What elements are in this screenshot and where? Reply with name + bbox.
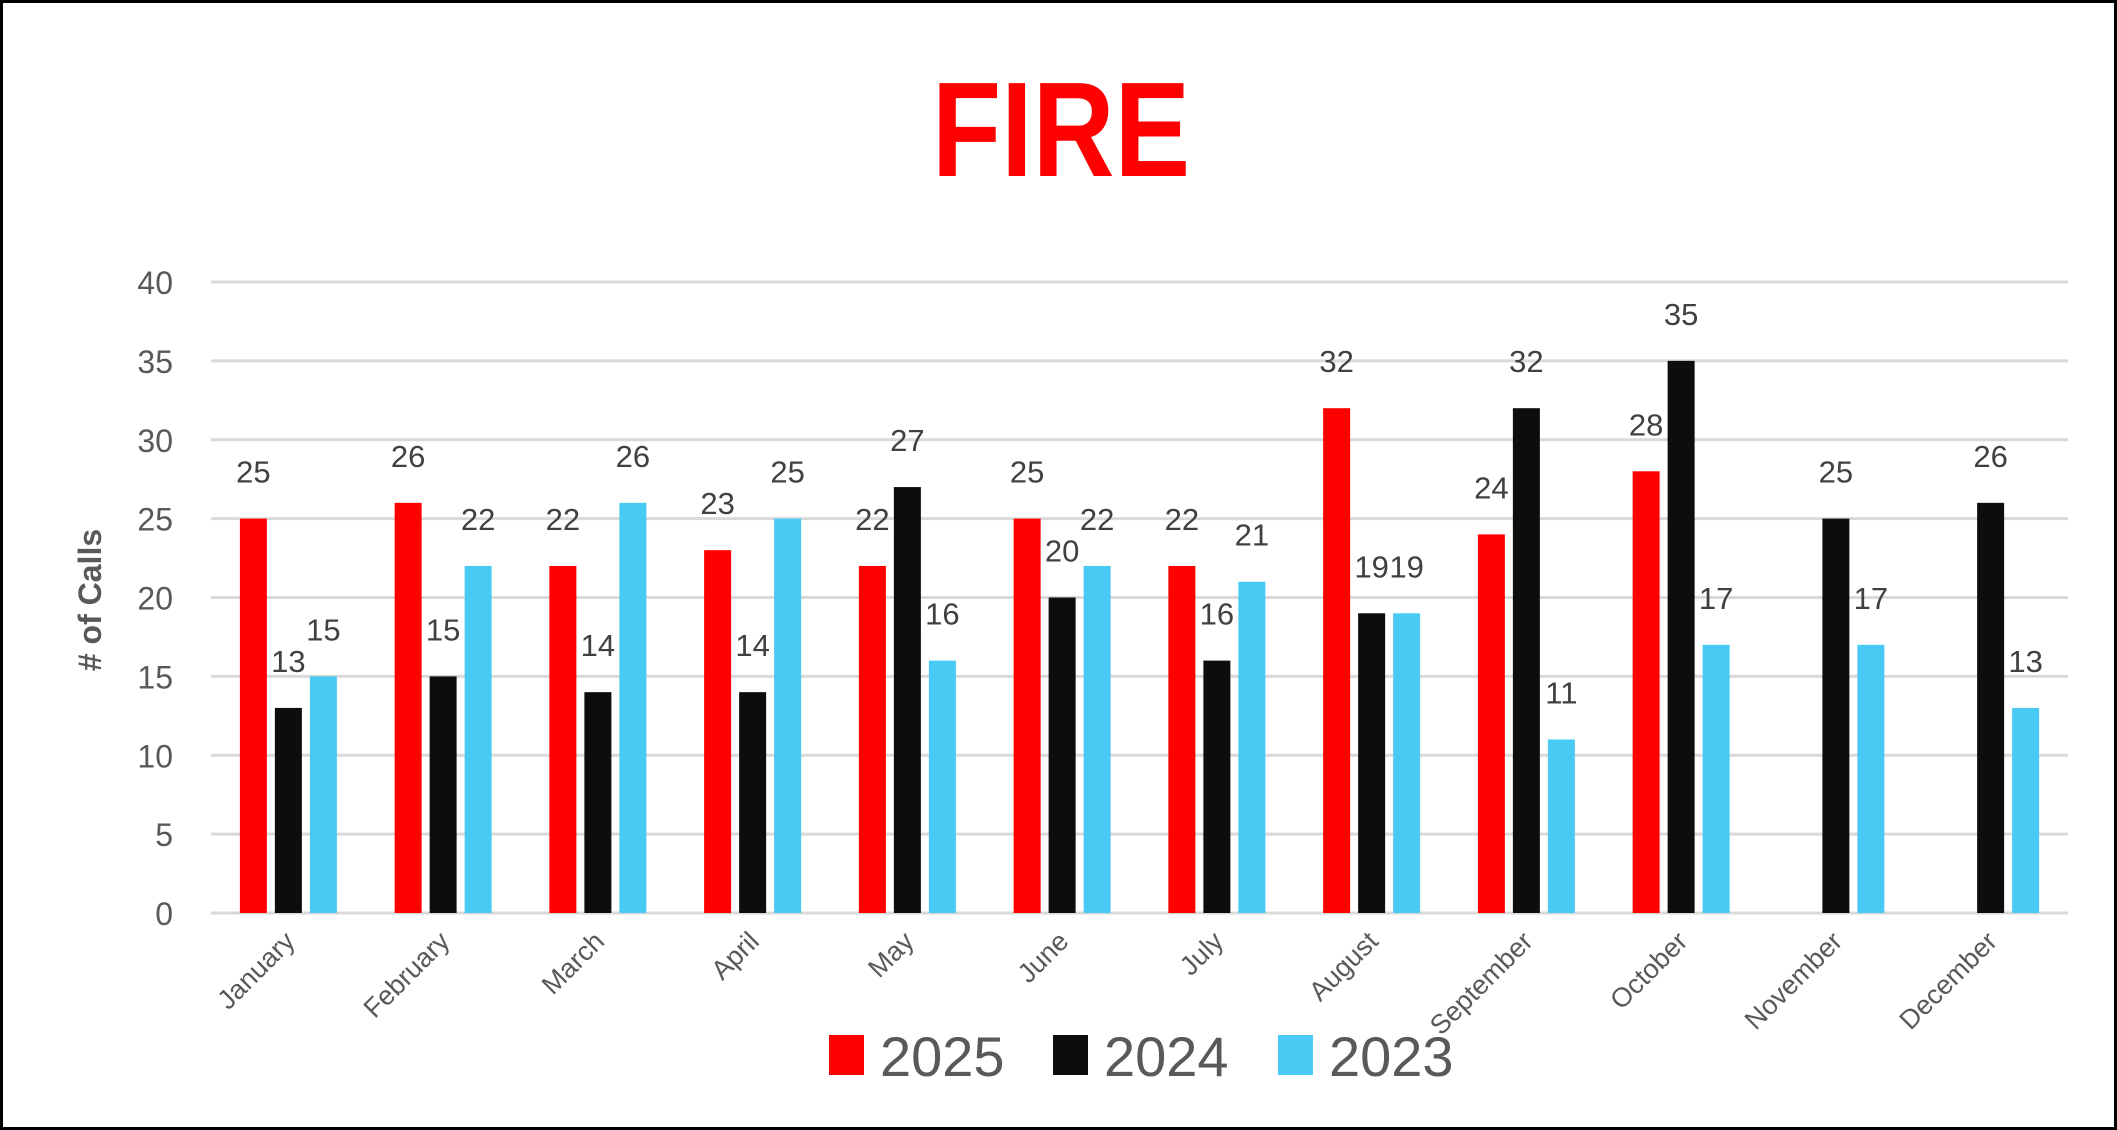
bar-2023-march	[619, 502, 647, 913]
bar-2024-april	[739, 692, 767, 913]
y-axis-title: # of Calls	[72, 529, 108, 671]
bar-2024-august	[1358, 613, 1386, 913]
legend-swatch-2024	[1053, 1035, 1088, 1075]
bar-2023-july	[1238, 581, 1266, 913]
x-tick-label: February	[358, 926, 456, 1024]
y-tick-label: 35	[137, 344, 173, 380]
bar-2025-february	[394, 502, 422, 913]
data-label: 19	[1354, 549, 1388, 584]
x-tick-label: December	[1894, 926, 2003, 1035]
y-tick-label: 15	[137, 659, 173, 695]
bar-2023-april	[774, 518, 802, 913]
data-label: 22	[461, 502, 495, 537]
legend-label: 2023	[1329, 1025, 1454, 1088]
data-label: 24	[1474, 470, 1508, 505]
bar-2023-november	[1857, 644, 1885, 913]
y-tick-label: 0	[155, 896, 173, 932]
bar-2023-august	[1393, 613, 1421, 913]
data-label: 25	[770, 455, 804, 490]
bar-2024-september	[1512, 408, 1540, 913]
data-label: 17	[1699, 581, 1733, 616]
data-label: 26	[391, 439, 425, 474]
x-tick-label: November	[1739, 926, 1848, 1035]
bar-2024-may	[893, 487, 921, 913]
bar-2024-october	[1667, 360, 1695, 913]
x-tick-label: January	[211, 926, 300, 1015]
y-tick-label: 25	[137, 502, 173, 538]
data-label: 21	[1235, 518, 1269, 553]
data-label: 25	[1010, 455, 1044, 490]
bar-2024-january	[274, 707, 302, 913]
x-tick-label: May	[862, 926, 920, 984]
data-label: 11	[1545, 675, 1577, 710]
legend-swatch-2025	[829, 1035, 864, 1075]
bar-2025-september	[1477, 534, 1505, 913]
y-tick-label: 5	[155, 817, 173, 853]
data-label: 13	[271, 644, 305, 679]
bar-2023-december	[2012, 707, 2040, 913]
data-label: 25	[236, 455, 270, 490]
bar-2024-june	[1048, 597, 1076, 913]
data-label: 32	[1509, 344, 1543, 379]
x-tick-label: June	[1012, 926, 1075, 989]
data-label: 28	[1629, 407, 1663, 442]
bar-2023-may	[928, 660, 956, 913]
data-label: 23	[700, 486, 734, 521]
x-tick-label: March	[536, 926, 610, 1000]
x-tick-label: October	[1604, 926, 1693, 1015]
data-label: 16	[925, 597, 959, 632]
bar-2025-july	[1168, 565, 1196, 913]
data-label: 26	[616, 439, 650, 474]
bar-2025-may	[858, 565, 886, 913]
y-tick-label: 30	[137, 423, 173, 459]
bar-2024-december	[1977, 502, 2005, 913]
bar-2024-july	[1203, 660, 1231, 913]
chart-title: FIRE	[932, 55, 1190, 206]
legend-label: 2025	[880, 1025, 1005, 1088]
bar-2023-october	[1702, 644, 1730, 913]
bar-2025-march	[549, 565, 577, 913]
bar-2024-november	[1822, 518, 1850, 913]
bar-2025-august	[1323, 408, 1351, 913]
data-label: 17	[1854, 581, 1888, 616]
data-label: 14	[581, 628, 615, 663]
data-label: 14	[735, 628, 769, 663]
legend-label: 2024	[1104, 1025, 1229, 1088]
data-label: 16	[1200, 597, 1234, 632]
legend-swatch-2023	[1278, 1035, 1313, 1075]
x-tick-label: September	[1424, 926, 1539, 1041]
data-label: 15	[426, 612, 460, 647]
bar-2023-january	[309, 676, 337, 913]
data-label: 22	[1080, 502, 1114, 537]
bar-2025-june	[1013, 518, 1041, 913]
bar-2025-october	[1632, 471, 1660, 913]
bar-2024-february	[429, 676, 457, 913]
bar-2024-march	[584, 692, 612, 913]
y-tick-label: 20	[137, 581, 173, 617]
bar-2025-april	[704, 550, 732, 913]
data-label: 35	[1664, 297, 1698, 332]
bar-2025-january	[239, 518, 267, 913]
x-tick-label: July	[1174, 926, 1230, 982]
y-tick-label: 40	[137, 265, 173, 301]
x-tick-label: August	[1303, 926, 1384, 1007]
data-label: 22	[855, 502, 889, 537]
y-tick-label: 10	[137, 738, 173, 774]
data-label: 19	[1389, 549, 1423, 584]
data-label: 26	[1973, 439, 2007, 474]
data-label: 13	[2008, 644, 2042, 679]
bar-2023-february	[464, 565, 492, 913]
data-label: 25	[1819, 455, 1853, 490]
data-label: 22	[1165, 502, 1199, 537]
data-label: 32	[1319, 344, 1353, 379]
data-label: 27	[890, 423, 924, 458]
data-label: 20	[1045, 534, 1079, 569]
bar-2023-june	[1083, 565, 1111, 913]
bar-2023-september	[1547, 739, 1575, 913]
data-label: 22	[546, 502, 580, 537]
data-label: 15	[306, 612, 340, 647]
x-tick-label: April	[705, 926, 764, 985]
